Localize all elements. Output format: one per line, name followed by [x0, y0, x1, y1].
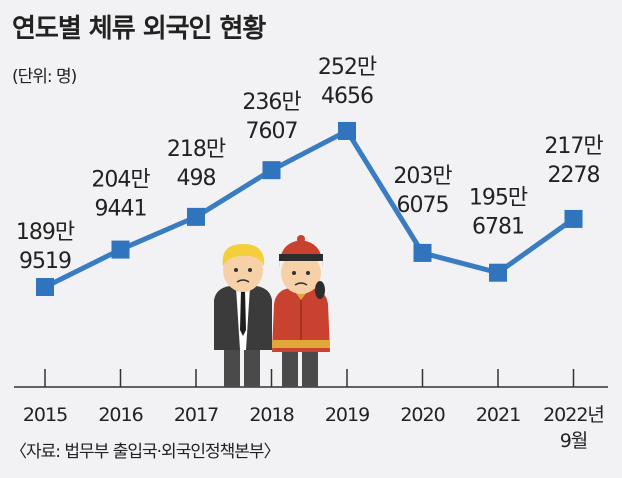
- data-value-label: 218만: [167, 137, 226, 162]
- data-point-marker: [338, 121, 356, 140]
- x-tick-label: 2015: [23, 404, 67, 426]
- source-note: 〈자료: 법무부 출입국·외국인정책본부〉: [10, 442, 281, 462]
- x-tick-label: 2017: [174, 404, 218, 426]
- data-value-label: 4656: [321, 84, 373, 109]
- data-point-marker: [111, 240, 130, 259]
- data-value-label: 7607: [246, 119, 298, 144]
- series-line: [43, 128, 575, 290]
- unit-note: (단위: 명): [12, 67, 77, 87]
- x-tick-label: 2020: [400, 404, 444, 426]
- data-value-label: 498: [177, 166, 216, 191]
- data-point-marker: [187, 207, 205, 226]
- chart-title: 연도별 체류 외국인 현황: [12, 14, 266, 44]
- data-value-label: 9519: [19, 249, 71, 274]
- data-value-label: 2278: [548, 163, 600, 188]
- data-point-marker: [489, 263, 507, 282]
- data-point-marker: [413, 243, 432, 262]
- x-tick-label: 2018: [249, 404, 293, 426]
- data-value-label: 9441: [95, 197, 147, 222]
- x-tick-label: 2016: [98, 404, 142, 426]
- data-value-label: 6075: [397, 193, 449, 218]
- x-tick-label: 2021: [476, 404, 520, 426]
- x-tick-label: 2022년: [543, 404, 604, 426]
- data-value-label: 189만: [16, 220, 75, 245]
- x-tick-label: 9월: [560, 430, 588, 452]
- data-point-marker: [36, 278, 54, 296]
- data-value-label: 252만: [318, 55, 377, 80]
- data-value-label: 203만: [393, 164, 452, 189]
- data-value-label: 236만: [242, 90, 301, 115]
- data-point-marker: [262, 161, 281, 180]
- data-value-label: 217만: [544, 134, 603, 159]
- people-illustration: [214, 235, 330, 387]
- woman-in-red-figure: [272, 235, 330, 387]
- data-value-label: 6781: [472, 215, 524, 240]
- data-point-marker: [564, 209, 583, 228]
- data-value-label: 204만: [91, 168, 150, 193]
- x-tick-label: 2019: [325, 404, 369, 426]
- man-in-suit-figure: [214, 244, 272, 387]
- data-value-label: 195만: [469, 186, 528, 211]
